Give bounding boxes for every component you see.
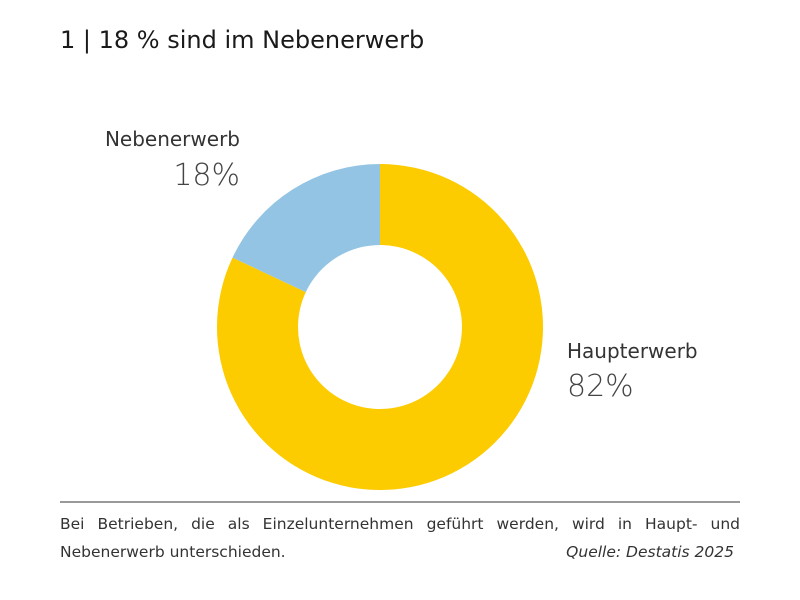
chart-title: 1 | 18 % sind im Nebenerwerb	[60, 26, 424, 54]
value-label: 18%	[173, 158, 240, 193]
donut-slice	[216, 164, 544, 491]
donut-slice	[232, 164, 380, 293]
category-label: Haupterwerb	[567, 339, 698, 363]
source: Quelle: Destatis 2025	[566, 543, 734, 561]
category-label: Nebenerwerb	[105, 127, 240, 151]
value-label: 82%	[567, 369, 634, 404]
footnote: Bei Betrieben, die als Einzelunternehmen…	[60, 515, 740, 561]
